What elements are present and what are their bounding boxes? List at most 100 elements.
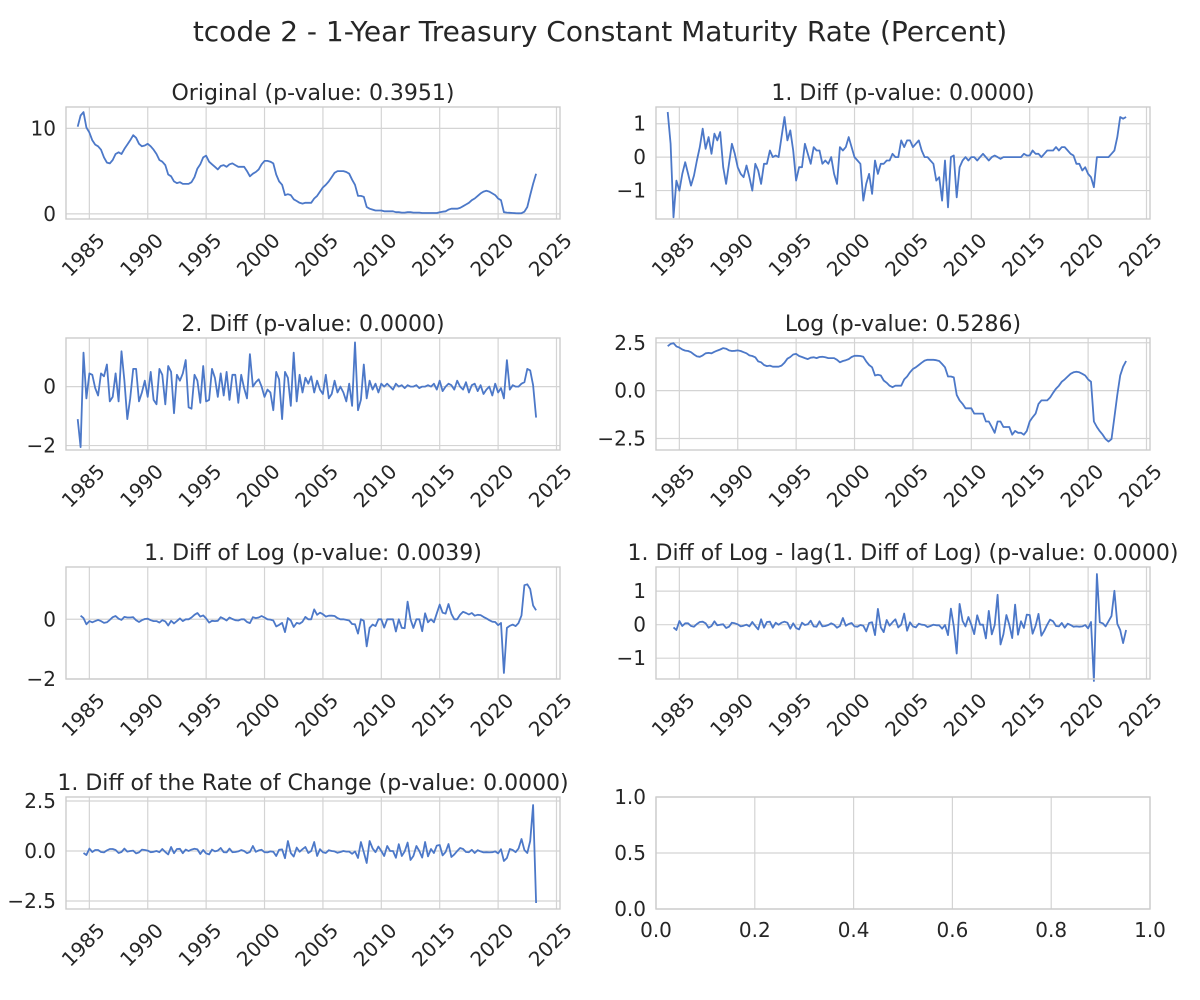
x-tick-label: 0.0 xyxy=(640,918,672,942)
x-tick-label: 1985 xyxy=(57,228,110,281)
x-tick-label: 1985 xyxy=(647,459,700,512)
series-line xyxy=(82,804,537,904)
axes-frame xyxy=(655,337,1151,451)
x-tick-label: 1985 xyxy=(57,688,110,741)
y-tick-label: 0.0 xyxy=(614,897,646,921)
x-tick-label: 2010 xyxy=(349,459,402,512)
subplot-title: Log (p-value: 0.5286) xyxy=(785,312,1021,337)
x-tick-label: 2020 xyxy=(1055,688,1108,741)
x-tick-label: 2025 xyxy=(524,918,577,971)
y-tick-label: 0 xyxy=(633,145,646,169)
x-tick-label: 1995 xyxy=(763,688,816,741)
y-tick-label: 1 xyxy=(633,112,646,136)
x-tick-label: 2015 xyxy=(997,459,1050,512)
x-tick-label: 1985 xyxy=(647,228,700,281)
y-tick-label: 0.5 xyxy=(614,841,646,865)
x-tick-label: 2000 xyxy=(232,228,285,281)
y-tick-label: 1.0 xyxy=(614,785,646,809)
x-tick-label: 1990 xyxy=(705,688,758,741)
subplot-title: Original (p-value: 0.3951) xyxy=(171,81,454,106)
axes-frame xyxy=(65,106,561,220)
x-tick-label: 0.8 xyxy=(1035,918,1067,942)
x-tick-label: 2020 xyxy=(465,688,518,741)
series-line xyxy=(76,111,537,215)
y-tick-label: 0.0 xyxy=(24,839,56,863)
y-tick-label: −2 xyxy=(27,434,56,458)
x-tick-label: 1995 xyxy=(173,918,226,971)
x-tick-label: 1990 xyxy=(115,459,168,512)
subplot-5: −2 0 1985 1990 1995 2000 2005 2010 2015 2020 2025 1… xyxy=(27,541,577,741)
y-tick-label: 0 xyxy=(633,613,646,637)
x-tick-label: 2025 xyxy=(1114,228,1167,281)
x-tick-label: 1995 xyxy=(173,459,226,512)
subplot-1: 0 10 1985 1990 1995 2000 2005 2010 2015 2020 2025 O… xyxy=(31,81,577,281)
axes-frame xyxy=(65,337,561,451)
figure-title: tcode 2 - 1-Year Treasury Constant Matur… xyxy=(192,15,1008,48)
y-tick-label: 2.5 xyxy=(24,789,56,813)
x-tick-label: 2010 xyxy=(349,228,402,281)
x-tick-label: 1990 xyxy=(705,228,758,281)
x-tick-label: 2015 xyxy=(997,228,1050,281)
x-tick-label: 2025 xyxy=(1114,459,1167,512)
x-tick-label: 2025 xyxy=(524,688,577,741)
y-tick-label: −1 xyxy=(617,646,646,670)
y-tick-label: 0 xyxy=(43,202,56,226)
subplot-6: −1 0 1 1985 1990 1995 2000 2005 2010 2015 2020 2025… xyxy=(617,541,1179,741)
y-tick-label: 10 xyxy=(31,116,56,140)
y-tick-label: 0.0 xyxy=(614,379,646,403)
y-tick-label: −2 xyxy=(27,667,56,691)
x-tick-label: 1990 xyxy=(115,918,168,971)
y-tick-label: −1 xyxy=(617,179,646,203)
x-tick-label: 1990 xyxy=(115,228,168,281)
x-tick-label: 2015 xyxy=(407,459,460,512)
x-tick-label: 2010 xyxy=(939,688,992,741)
x-tick-label: 2020 xyxy=(465,459,518,512)
x-tick-label: 1995 xyxy=(763,459,816,512)
x-tick-label: 2015 xyxy=(407,918,460,971)
x-tick-label: 2025 xyxy=(524,459,577,512)
x-tick-label: 0.6 xyxy=(936,918,968,942)
x-tick-label: 2015 xyxy=(407,688,460,741)
series-line xyxy=(76,341,537,448)
x-tick-label: 2005 xyxy=(290,688,343,741)
x-tick-label: 2005 xyxy=(290,459,343,512)
x-tick-label: 0.2 xyxy=(739,918,771,942)
x-tick-label: 2005 xyxy=(290,228,343,281)
x-tick-label: 2010 xyxy=(349,688,402,741)
x-tick-label: 1985 xyxy=(57,459,110,512)
x-tick-label: 2015 xyxy=(407,228,460,281)
x-tick-label: 1985 xyxy=(647,688,700,741)
x-tick-label: 2015 xyxy=(997,688,1050,741)
y-tick-label: −2.5 xyxy=(597,427,646,451)
x-tick-label: 1995 xyxy=(173,688,226,741)
series-line xyxy=(80,583,537,674)
subplot-2: −1 0 1 1985 1990 1995 2000 2005 2010 2015 2020 2025… xyxy=(617,81,1167,281)
x-tick-label: 2000 xyxy=(822,688,875,741)
axes-frame xyxy=(655,106,1151,220)
subplot-title: 1. Diff of the Rate of Change (p-value: … xyxy=(57,771,568,796)
subplot-3: −2 0 1985 1990 1995 2000 2005 2010 2015 2020 2025 2… xyxy=(27,312,577,512)
x-tick-label: 0.4 xyxy=(838,918,870,942)
x-tick-label: 2020 xyxy=(465,228,518,281)
series-line xyxy=(672,573,1127,682)
x-tick-label: 1.0 xyxy=(1134,918,1166,942)
x-tick-label: 1990 xyxy=(115,688,168,741)
x-tick-label: 2005 xyxy=(290,918,343,971)
x-tick-label: 2005 xyxy=(880,459,933,512)
y-tick-label: 2.5 xyxy=(614,331,646,355)
x-tick-label: 2000 xyxy=(232,918,285,971)
x-tick-label: 2005 xyxy=(880,688,933,741)
x-tick-label: 2000 xyxy=(232,459,285,512)
x-tick-label: 2000 xyxy=(232,688,285,741)
y-tick-label: 1 xyxy=(633,579,646,603)
subplot-title: 1. Diff (p-value: 0.0000) xyxy=(771,81,1034,106)
y-tick-label: 0 xyxy=(43,375,56,399)
y-tick-label: 0 xyxy=(43,607,56,631)
subplot-title: 1. Diff of Log - lag(1. Diff of Log) (p-… xyxy=(628,541,1179,566)
series-line xyxy=(666,111,1127,219)
x-tick-label: 2005 xyxy=(880,228,933,281)
x-tick-label: 2010 xyxy=(349,918,402,971)
